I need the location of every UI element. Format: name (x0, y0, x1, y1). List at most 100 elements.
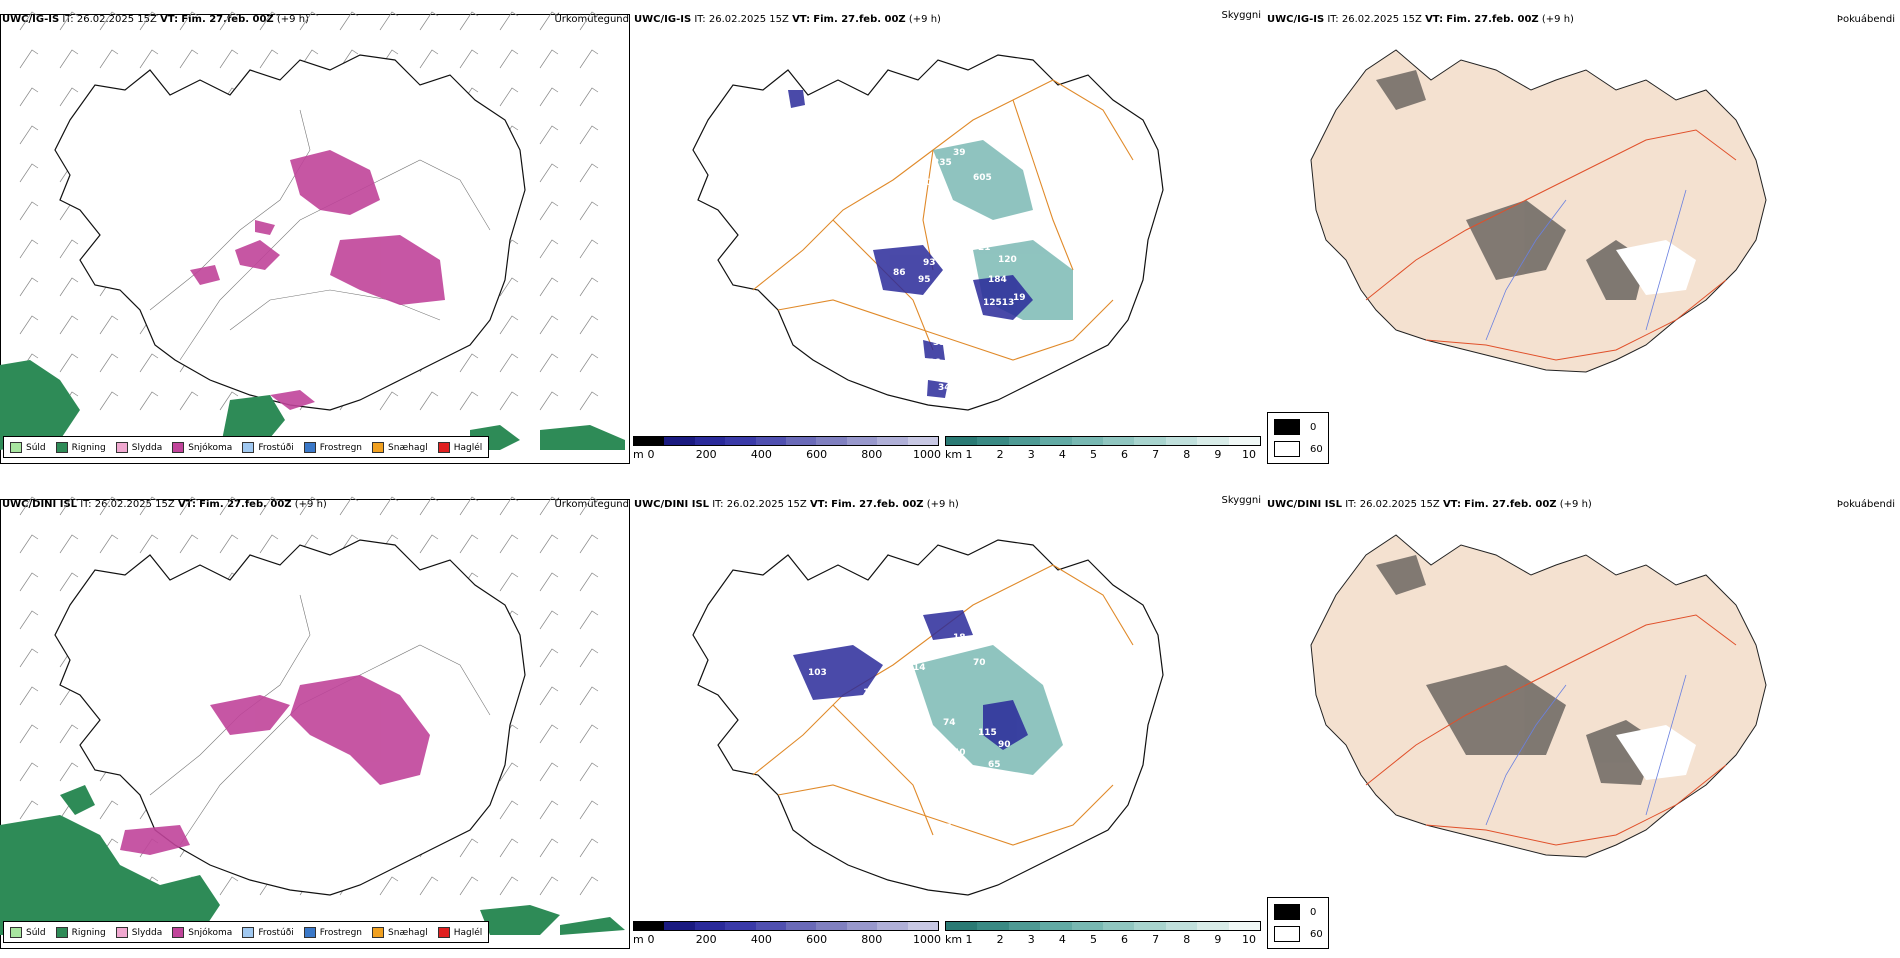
cloudbase-label: 30 (893, 688, 906, 698)
wind-barb (539, 11, 559, 31)
wind-barb (179, 534, 199, 554)
legend-swatch (242, 926, 255, 938)
wind-barb (579, 163, 599, 183)
cloudbase-label: 86 (893, 268, 906, 278)
wind-barb (499, 315, 519, 335)
wind-barb (59, 762, 79, 782)
wind-barb (59, 572, 79, 592)
it-label: IT: (712, 499, 724, 510)
wind-barb (99, 391, 119, 411)
wind-barb (539, 277, 559, 297)
wind-barb (539, 163, 559, 183)
cloudbase-label: 12 (793, 283, 806, 293)
wind-barb (579, 838, 599, 858)
wind-barb (19, 610, 39, 630)
legend-label: Rigning (71, 442, 106, 453)
wind-barb (579, 125, 599, 145)
lead-time: (+9 h) (908, 14, 941, 25)
wind-barb (499, 876, 519, 896)
colorbar-segment (846, 922, 878, 930)
legend-swatch (372, 441, 385, 453)
it-label: IT: (62, 14, 74, 25)
wind-barb (19, 239, 39, 259)
legend-label: Frostúði (258, 927, 294, 938)
wind-barb (459, 534, 479, 554)
cloudbase-label: 25 (773, 243, 786, 253)
wind-barb (499, 391, 519, 411)
wind-barb (579, 762, 599, 782)
wind-barb (459, 11, 479, 31)
fog-legend: 0 60 (1267, 412, 1329, 464)
vt-value: Fim. 27.feb. 00Z (181, 14, 274, 25)
colorbar-tick: 4 (1058, 933, 1066, 946)
panel-header: UWC/DINI ISL IT: 26.02.2025 15Z VT: Fim.… (1267, 499, 1592, 510)
colorbar-segment (786, 922, 817, 930)
colorbar-segment (786, 437, 817, 445)
wind-barb (19, 686, 39, 706)
precip-legend: Súld Rigning Slydda Snjókoma Frostúði Frostre… (3, 921, 490, 943)
colorbar-segment (877, 922, 908, 930)
iceland-outline (692, 539, 1164, 896)
legend-item-7: Haglél (437, 926, 482, 938)
legend-item-4: Frostúði (242, 926, 294, 938)
lead-time: (+9 h) (294, 499, 327, 510)
wind-barb (99, 49, 119, 69)
cloudbase-label: 90 (998, 740, 1011, 750)
cloudbase-label: 74 (943, 718, 956, 728)
model-name: UWC/DINI ISL (634, 499, 710, 510)
legend-item-2: Slydda (115, 441, 162, 453)
colorbar-segment (907, 437, 939, 445)
wind-barb (579, 534, 599, 554)
legend-swatch (303, 926, 316, 938)
lead-time: (+9 h) (1559, 499, 1592, 510)
cloudbase-label: 182 (843, 708, 862, 718)
cloudbase-label: 34 (938, 383, 951, 393)
colorbar-segment (634, 437, 665, 445)
cloudbase-label: 95 (918, 275, 931, 285)
it-label: IT: (694, 14, 706, 25)
wind-barb (379, 876, 399, 896)
wind-barb (579, 496, 599, 516)
wind-barb (19, 11, 39, 31)
it-value: 26.02.2025 15Z (76, 14, 157, 25)
legend-swatch (55, 926, 68, 938)
legend-swatch (115, 926, 128, 938)
colorbar-tick: 7 (1152, 448, 1160, 461)
wind-barb (59, 49, 79, 69)
legend-item-2: Slydda (115, 926, 162, 938)
legend-item-0: Súld (10, 926, 46, 938)
colorbar-tick: 3 (1027, 448, 1035, 461)
visibility-ticks: 1 2 3 4 5 6 7 8 9 10 (945, 448, 1261, 462)
legend-item-3: Snjókoma (172, 926, 232, 938)
wind-barb (19, 49, 39, 69)
wind-barb (59, 315, 79, 335)
panel-header: UWC/IG-IS IT: 26.02.2025 15Z VT: Fim. 27… (2, 14, 309, 25)
cloudbase-label: 235 (933, 158, 952, 168)
lead-time: (+9 h) (276, 14, 309, 25)
wind-barb (59, 11, 79, 31)
wind-barb (539, 125, 559, 145)
wind-barb (539, 686, 559, 706)
fog-legend-low: 0 (1310, 421, 1317, 433)
cloudbase-label: 33 (933, 338, 946, 348)
colorbar-segment (1197, 922, 1229, 930)
legend-item-5: Frostregn (303, 926, 362, 938)
wind-barb (19, 201, 39, 221)
legend-item-6: Snæhagl (372, 926, 428, 938)
wind-barb (579, 800, 599, 820)
wind-barb (19, 496, 39, 516)
legend-label: Snæhagl (388, 442, 428, 453)
cloudbase-label: 103 (808, 668, 827, 678)
colorbar-segment (1040, 437, 1072, 445)
vt-value: Fim. 27.feb. 00Z (813, 14, 906, 25)
cloudbase-label: 184 (988, 275, 1007, 285)
colorbar-segment (816, 922, 847, 930)
colorbar-segment (755, 437, 787, 445)
legend-swatch (172, 441, 185, 453)
wind-barb (459, 838, 479, 858)
colorbar-segment (1134, 437, 1166, 445)
colorbar-segment (816, 437, 847, 445)
cloudbase-unit: m (633, 933, 644, 946)
fog-clear-area (1616, 725, 1696, 780)
